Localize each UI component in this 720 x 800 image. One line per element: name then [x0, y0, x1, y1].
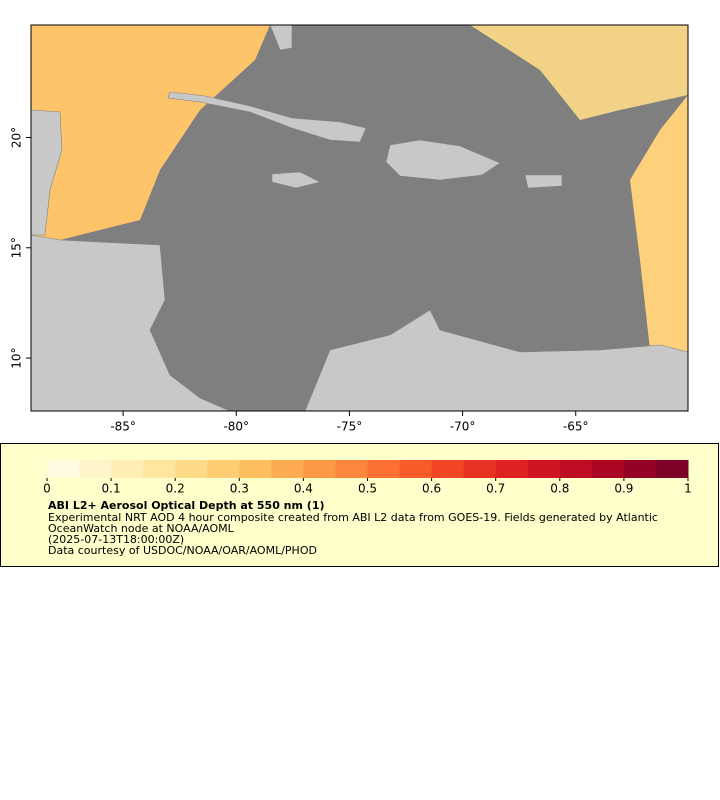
colorbar-tick-label: 0.8: [550, 482, 569, 496]
colorbar-tick-label: 0.1: [102, 482, 121, 496]
land: [167, 91, 367, 143]
legend-text: Data courtesy of USDOC/NOAA/OAR/AOML/PHO…: [48, 544, 317, 557]
land: [31, 109, 63, 236]
colorbar-tick-label: 0.7: [486, 482, 505, 496]
colorbar-swatch: [335, 460, 368, 478]
colorbar-tick-label: 0.5: [358, 482, 377, 496]
colorbar-tick-label: 0.3: [230, 482, 249, 496]
colorbar-swatch: [271, 460, 304, 478]
land: [31, 234, 231, 411]
legend-text: Experimental NRT AOD 4 hour composite cr…: [48, 511, 658, 524]
x-tick-label: -85°: [110, 420, 136, 434]
colorbar-swatch: [79, 460, 112, 478]
colorbar-tick-label: 1: [684, 482, 692, 496]
colorbar-tick-label: 0.9: [614, 482, 633, 496]
colorbar-swatch: [623, 460, 657, 478]
legend-title: ABI L2+ Aerosol Optical Depth at 550 nm …: [48, 499, 325, 512]
colorbar-swatch: [47, 460, 80, 478]
x-tick-label: -70°: [450, 420, 476, 434]
x-tick-label: -80°: [223, 420, 249, 434]
colorbar-swatch: [111, 460, 144, 478]
land: [271, 171, 321, 189]
x-tick-label: -75°: [337, 420, 363, 434]
x-tick-label: -65°: [563, 420, 589, 434]
colorbar-swatch: [463, 460, 497, 478]
land: [385, 139, 501, 181]
aerosol-patch: [470, 25, 688, 120]
map: [31, 25, 688, 411]
legend-text: (2025-07-13T18:00:00Z): [48, 533, 184, 546]
land: [269, 25, 293, 51]
colorbar-swatch: [175, 460, 208, 478]
colorbar-swatch: [559, 460, 593, 478]
land: [304, 309, 688, 411]
colorbar-swatch: [303, 460, 336, 478]
y-tick-label: 15°: [10, 237, 24, 258]
aerosol-patch: [630, 95, 688, 400]
colorbar-tick-label: 0.2: [166, 482, 185, 496]
colorbar-tick-label: 0.4: [294, 482, 313, 496]
colorbar-swatch: [431, 460, 465, 478]
colorbar-swatch: [495, 460, 529, 478]
colorbar-swatch: [143, 460, 176, 478]
colorbar-swatch: [399, 460, 433, 478]
colorbar-swatch: [367, 460, 401, 478]
colorbar-swatch: [527, 460, 561, 478]
colorbar-swatch: [207, 460, 240, 478]
land: [524, 174, 563, 189]
colorbar-tick-label: 0: [43, 482, 51, 496]
colorbar-swatch: [591, 460, 625, 478]
y-tick-label: 10°: [10, 347, 24, 368]
colorbar-tick-label: 0.6: [422, 482, 441, 496]
colorbar-swatch: [655, 460, 689, 478]
aerosol-patch: [31, 25, 270, 240]
y-tick-label: 20°: [10, 127, 24, 148]
colorbar-swatch: [239, 460, 272, 478]
map-frame: [30, 24, 689, 412]
legend-text: OceanWatch node at NOAA/AOML: [48, 522, 235, 535]
